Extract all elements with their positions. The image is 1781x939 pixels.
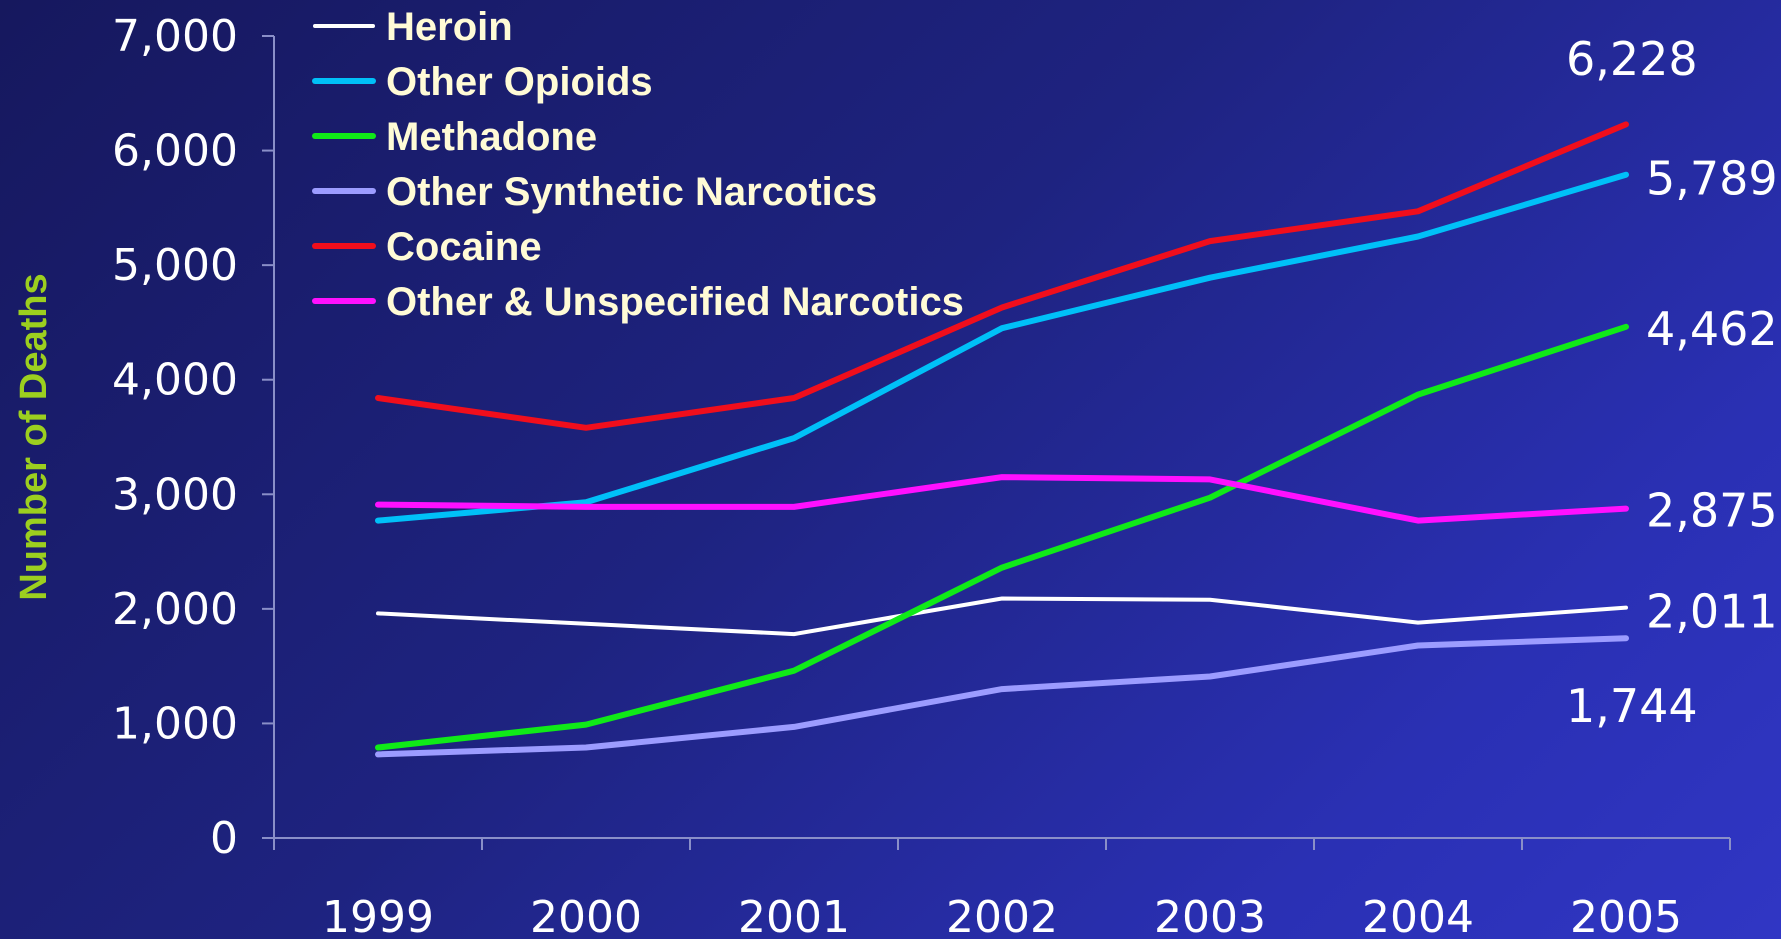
x-tick-label: 2001 [738,892,850,939]
end-value-label: 4,462 [1646,302,1778,356]
y-tick-label: 5,000 [112,240,238,291]
legend-label: Methadone [386,115,597,159]
y-axis-title: Number of Deaths [13,273,55,600]
series-line-2 [375,323,1629,751]
series-line-3 [375,635,1629,758]
series-line-0 [376,596,1628,637]
end-value-label: 1,744 [1566,679,1698,733]
x-tick-label: 2002 [946,892,1058,939]
x-tick-label: 2003 [1154,892,1266,939]
series-line-4 [375,121,1629,431]
x-tick-label: 2005 [1570,892,1682,939]
end-value-label: 2,875 [1646,484,1778,538]
y-tick-label: 4,000 [112,355,238,406]
legend-label: Cocaine [386,225,542,269]
legend-label: Other & Unspecified Narcotics [386,280,964,324]
x-tick-label: 2004 [1362,892,1474,939]
end-value-label: 2,011 [1646,585,1778,639]
y-tick-label: 6,000 [112,126,238,177]
y-tick-label: 7,000 [112,11,238,62]
x-tick-label: 2000 [530,892,642,939]
y-tick-label: 2,000 [112,584,238,635]
y-tick-label: 1,000 [112,698,238,749]
series-line-1 [375,171,1629,524]
end-value-label: 5,789 [1646,152,1778,206]
legend-label: Other Opioids [386,60,653,104]
end-value-label: 6,228 [1566,32,1698,86]
y-tick-label: 0 [210,813,238,864]
legend-label: Other Synthetic Narcotics [386,170,877,214]
x-tick-label: 1999 [322,892,434,939]
series-line-5 [375,474,1629,524]
y-tick-label: 3,000 [112,469,238,520]
legend-label: Heroin [386,5,513,49]
